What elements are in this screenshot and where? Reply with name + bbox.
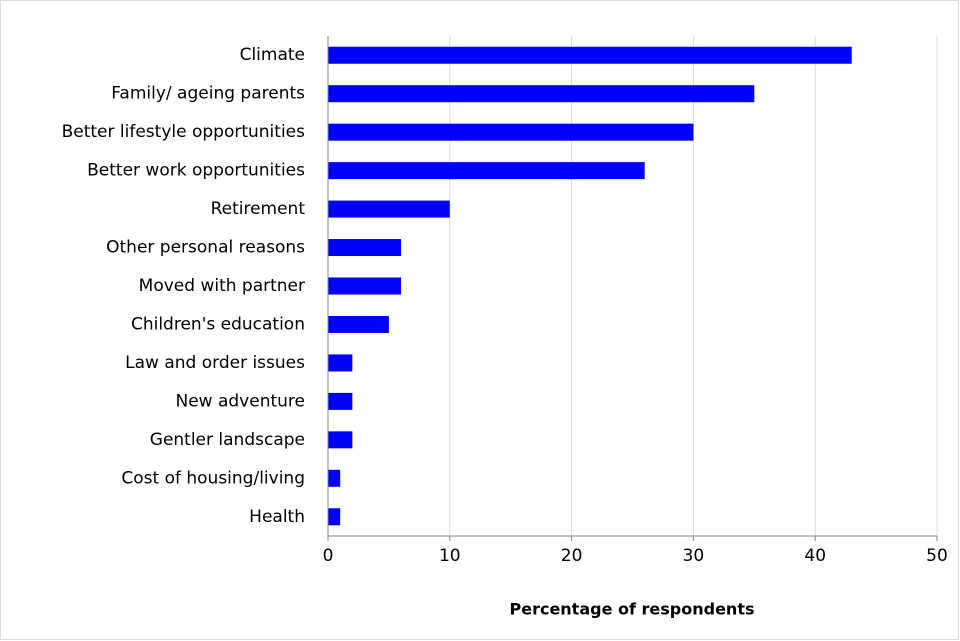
bar <box>328 431 353 449</box>
y-tick-label: Climate <box>240 45 305 65</box>
bar <box>328 85 755 103</box>
bar <box>328 354 353 372</box>
y-tick-label: Family/ ageing parents <box>111 84 305 104</box>
x-tick-label: 10 <box>439 546 461 566</box>
y-tick-label: Moved with partner <box>139 276 305 296</box>
y-tick-label: Children's education <box>131 314 305 334</box>
x-tick-label: 40 <box>804 546 826 566</box>
y-tick-label: Better work opportunities <box>87 161 305 181</box>
x-tick-label: 20 <box>561 546 583 566</box>
bar <box>328 469 341 487</box>
bar <box>328 123 694 141</box>
bar <box>328 315 389 333</box>
x-tick-label: 50 <box>926 546 948 566</box>
y-tick-label: Law and order issues <box>125 353 305 373</box>
y-tick-label: Cost of housing/living <box>121 468 305 488</box>
y-tick-label: Retirement <box>211 199 306 219</box>
x-tick-label: 30 <box>683 546 705 566</box>
bar <box>328 162 645 180</box>
y-tick-label: Health <box>249 507 305 527</box>
bar <box>328 200 450 218</box>
bar <box>328 239 402 257</box>
y-tick-label: New adventure <box>175 391 305 411</box>
x-axis-title: Percentage of respondents <box>509 600 754 619</box>
bar <box>328 46 852 64</box>
y-tick-label: Other personal reasons <box>106 238 305 258</box>
y-tick-label: Better lifestyle opportunities <box>62 122 306 142</box>
y-tick-label: Gentler landscape <box>150 430 305 450</box>
x-tick-label: 0 <box>323 546 334 566</box>
bar <box>328 508 341 526</box>
bar <box>328 277 402 295</box>
bar <box>328 392 353 410</box>
